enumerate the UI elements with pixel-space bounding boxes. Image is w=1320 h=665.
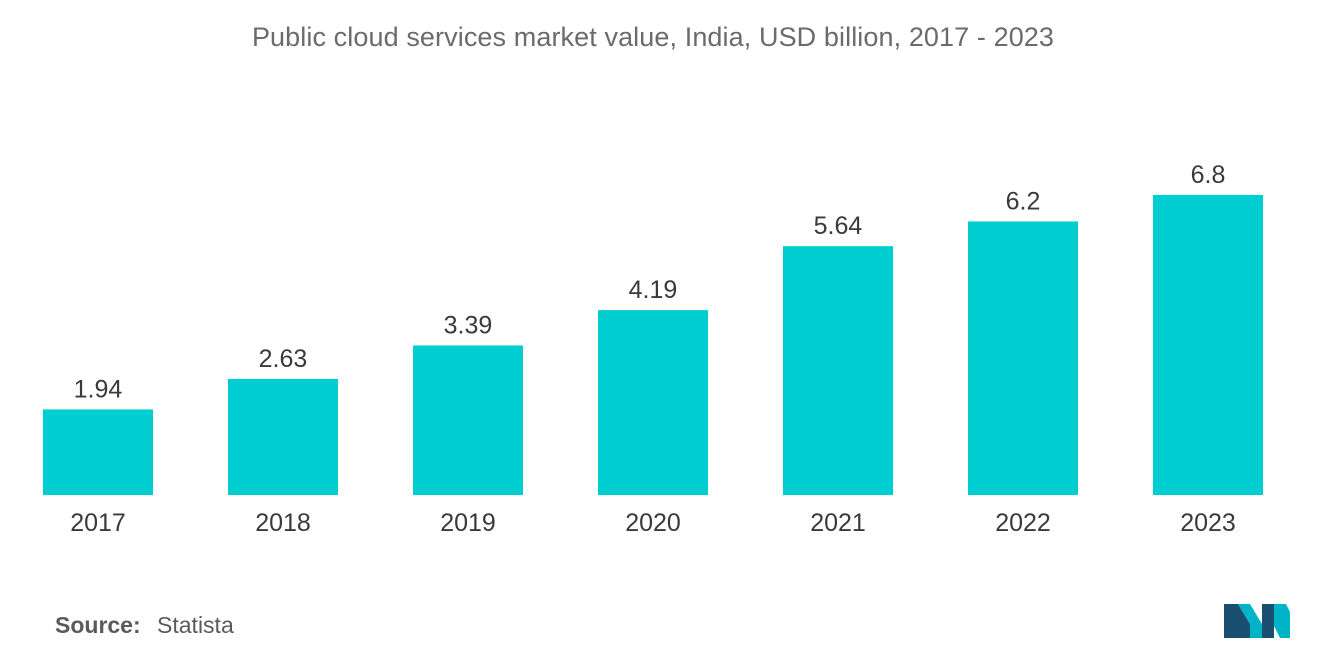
mordor-intelligence-logo-icon [1224,604,1290,638]
chart-title: Public cloud services market value, Indi… [251,22,1055,52]
value-label-2020: 4.19 [629,276,678,304]
bar-2021 [783,246,893,495]
x-tick-label-2018: 2018 [255,509,311,537]
value-label-2018: 2.63 [259,345,308,373]
source-label: Source: [55,612,141,638]
x-tick-labels-group: 2017 2018 2019 2020 2021 2022 2023 [70,509,1236,537]
bar-2023 [1153,194,1263,495]
x-tick-label-2021: 2021 [810,509,866,537]
value-label-2022: 6.2 [1006,187,1041,215]
source-note: Source: Statista [55,612,234,639]
x-tick-label-2020: 2020 [625,509,681,537]
x-tick-label-2017: 2017 [70,509,126,537]
value-label-2021: 5.64 [814,212,863,240]
bar-2022 [968,221,1078,495]
value-labels-group: 1.94 2.63 3.39 4.19 5.64 6.2 6.8 [74,161,1226,403]
bars-group [43,194,1263,495]
value-label-2019: 3.39 [444,311,493,339]
x-tick-label-2023: 2023 [1180,509,1236,537]
x-tick-label-2019: 2019 [440,509,496,537]
value-label-2023: 6.8 [1191,161,1226,189]
value-label-2017: 1.94 [74,375,123,403]
bar-2017 [43,409,153,495]
source-value: Statista [157,612,234,638]
bar-2020 [598,310,708,495]
x-tick-label-2022: 2022 [995,509,1051,537]
bar-2019 [413,345,523,495]
bar-2018 [228,378,338,495]
